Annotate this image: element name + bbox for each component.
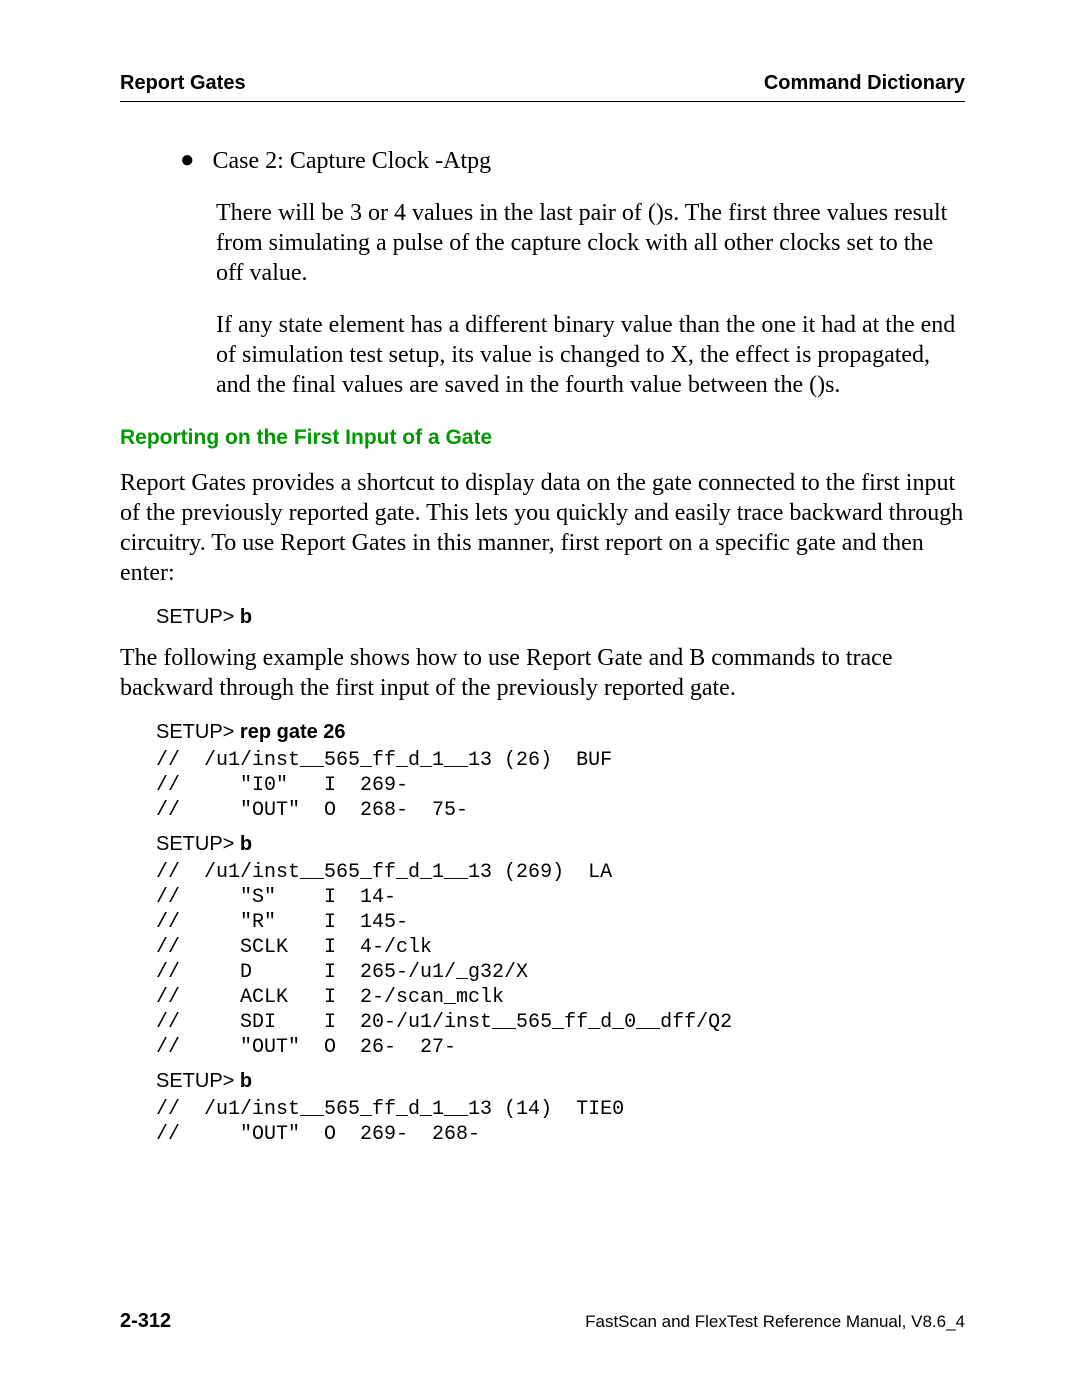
bullet-icon: ●	[180, 148, 195, 172]
prompt-cmd: rep gate 26	[240, 721, 346, 743]
prompt-line-2: SETUP> rep gate 26	[156, 721, 965, 744]
prompt-cmd: b	[240, 606, 252, 628]
prompt-cmd: b	[240, 1070, 252, 1092]
code-block-1: // /u1/inst__565_ff_d_1__13 (26) BUF // …	[156, 748, 965, 823]
header-right: Command Dictionary	[764, 72, 965, 95]
bullet-title: Case 2: Capture Clock -Atpg	[213, 146, 492, 176]
prompt-line-3: SETUP> b	[156, 833, 965, 856]
footer-page-number: 2-312	[120, 1310, 171, 1333]
bullet-case2: ● Case 2: Capture Clock -Atpg There will…	[180, 146, 965, 400]
header-left: Report Gates	[120, 72, 246, 95]
section-heading: Reporting on the First Input of a Gate	[120, 426, 965, 450]
code-block-3: // /u1/inst__565_ff_d_1__13 (14) TIE0 //…	[156, 1097, 965, 1147]
page-content: Report Gates Command Dictionary ● Case 2…	[0, 0, 1080, 1217]
footer-manual-title: FastScan and FlexTest Reference Manual, …	[585, 1312, 965, 1332]
page-header: Report Gates Command Dictionary	[120, 72, 965, 102]
prompt-line-4: SETUP> b	[156, 1070, 965, 1093]
prompt-cmd: b	[240, 833, 252, 855]
bullet-para-2: If any state element has a different bin…	[216, 310, 965, 400]
prompt-line-1: SETUP> b	[156, 606, 965, 629]
prompt-prefix: SETUP>	[156, 1070, 240, 1092]
prompt-prefix: SETUP>	[156, 833, 240, 855]
bullet-row: ● Case 2: Capture Clock -Atpg	[180, 146, 965, 176]
bullet-para-1: There will be 3 or 4 values in the last …	[216, 198, 965, 288]
prompt-prefix: SETUP>	[156, 721, 240, 743]
code-block-2: // /u1/inst__565_ff_d_1__13 (269) LA // …	[156, 860, 965, 1060]
prompt-prefix: SETUP>	[156, 606, 240, 628]
section-para-2: The following example shows how to use R…	[120, 643, 965, 703]
page-footer: 2-312 FastScan and FlexTest Reference Ma…	[120, 1310, 965, 1333]
section-para-1: Report Gates provides a shortcut to disp…	[120, 468, 965, 588]
